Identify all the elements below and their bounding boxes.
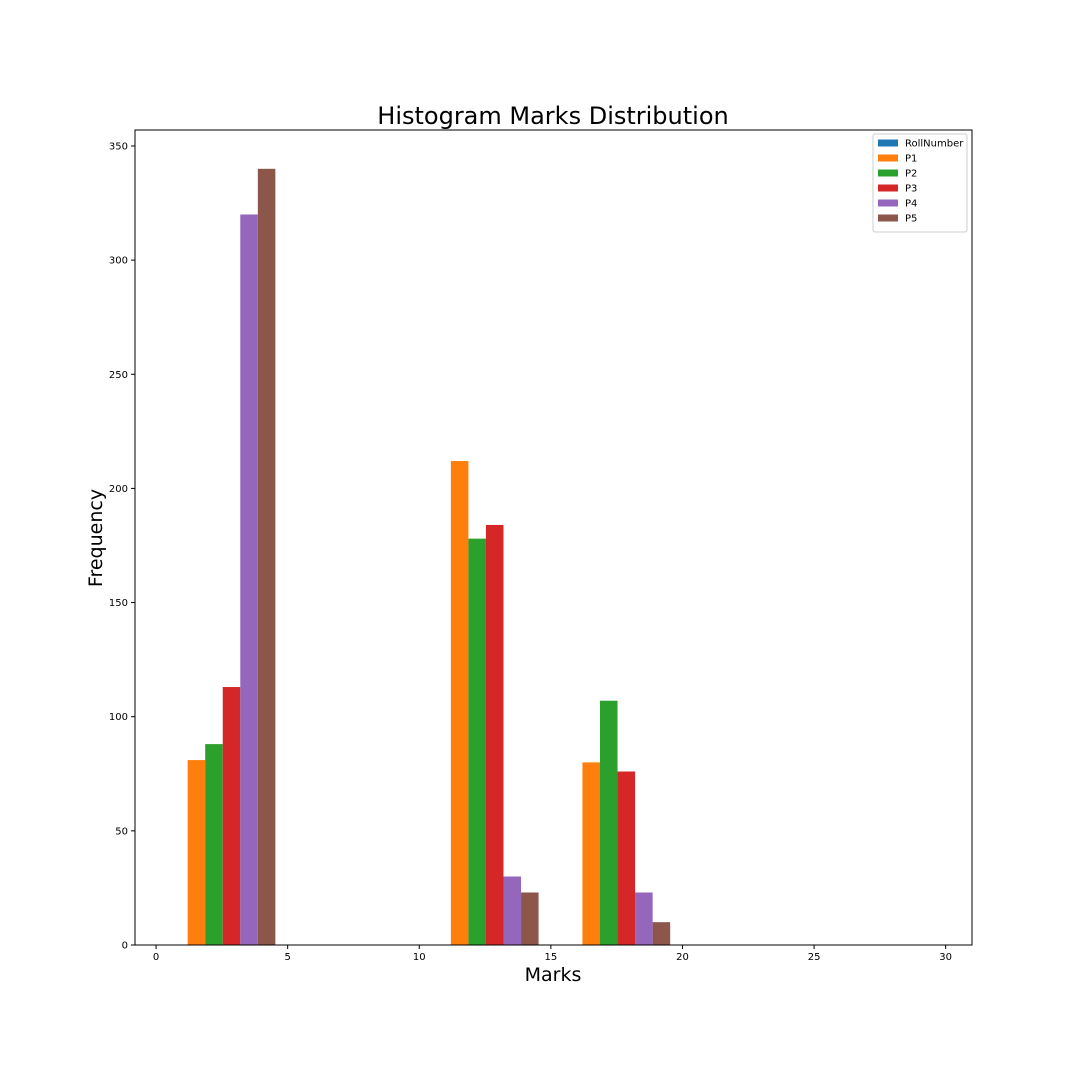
bar-p3-3 xyxy=(617,771,636,945)
x-tick-label: 30 xyxy=(939,952,952,963)
legend-label-p3: P3 xyxy=(905,184,917,195)
bar-p1-2 xyxy=(450,461,469,945)
bar-p4-2 xyxy=(503,876,522,945)
x-tick-label: 0 xyxy=(153,952,159,963)
y-tick-label: 350 xyxy=(109,141,128,152)
bar-p1-3 xyxy=(582,762,601,945)
legend-label-p2: P2 xyxy=(905,169,917,180)
legend-swatch-rollnumber xyxy=(878,139,898,147)
bar-p2-2 xyxy=(468,538,486,945)
bar-p2-3 xyxy=(600,700,618,945)
bar-p5-2 xyxy=(521,892,539,945)
bar-p4-3 xyxy=(635,892,653,945)
x-axis-label: Marks xyxy=(525,964,582,986)
x-tick-label: 15 xyxy=(545,952,558,963)
y-axis-ticks: 0 50 100 150 200 250 300 350 xyxy=(109,141,135,952)
y-tick-label: 250 xyxy=(109,370,128,381)
plot-frame xyxy=(134,129,973,946)
y-tick-label: 150 xyxy=(109,598,128,609)
bar-p2-1 xyxy=(205,744,223,945)
legend-swatch-p4 xyxy=(878,199,898,207)
x-tick-label: 5 xyxy=(284,952,290,963)
bars-layer xyxy=(187,168,671,946)
x-tick-label: 20 xyxy=(676,952,689,963)
y-tick-label: 300 xyxy=(109,256,128,267)
x-axis-ticks: 0 5 10 15 20 25 30 xyxy=(153,945,952,963)
x-tick-label: 10 xyxy=(413,952,426,963)
legend-swatch-p3 xyxy=(878,184,898,192)
legend-swatch-p2 xyxy=(878,169,898,177)
bar-p1-1 xyxy=(187,760,206,945)
y-tick-label: 50 xyxy=(115,826,128,837)
y-tick-label: 0 xyxy=(122,941,128,952)
legend-label-p4: P4 xyxy=(905,199,917,210)
bar-p4-1 xyxy=(240,214,258,946)
legend-label-p1: P1 xyxy=(905,154,917,165)
y-axis-label: Frequency xyxy=(85,489,107,587)
legend-label-rollnumber: RollNumber xyxy=(905,139,964,150)
legend-swatch-p1 xyxy=(878,154,898,162)
x-tick-label: 25 xyxy=(808,952,821,963)
legend-swatch-p5 xyxy=(878,214,898,222)
y-tick-label: 200 xyxy=(109,484,128,495)
bar-p5-1 xyxy=(257,168,276,945)
bar-p3-2 xyxy=(485,524,504,945)
y-tick-label: 100 xyxy=(109,712,128,723)
legend: RollNumber P1 P2 P3 P4 P5 xyxy=(872,133,968,233)
bar-p3-1 xyxy=(222,687,241,945)
legend-label-p5: P5 xyxy=(905,214,917,225)
chart-title: Histogram Marks Distribution xyxy=(377,102,728,130)
bar-p5-3 xyxy=(652,922,671,945)
